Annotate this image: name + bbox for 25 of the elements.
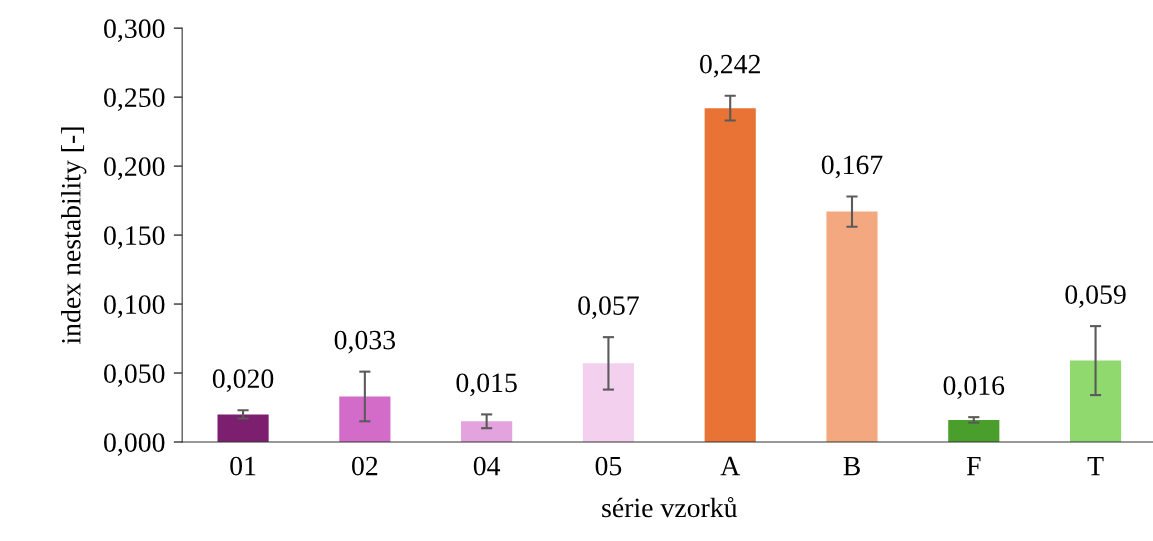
x-tick-label: 04 xyxy=(473,456,501,476)
y-tick-label: 0,300 xyxy=(104,19,165,43)
data-label: 0,033 xyxy=(334,330,396,354)
x-axis-title: série vzorků xyxy=(602,496,738,518)
data-label: 0,057 xyxy=(578,296,639,319)
x-tick-label: 02 xyxy=(352,456,378,476)
y-tick-label: 0,100 xyxy=(104,295,165,318)
data-label: 0,016 xyxy=(943,376,1005,399)
data-label: 0,059 xyxy=(1065,285,1126,308)
y-tick-label: 0,000 xyxy=(104,433,165,456)
y-tick-label: 0,200 xyxy=(104,157,165,180)
x-tick-label: 05 xyxy=(595,456,622,476)
y-axis-title: index nestability [-] xyxy=(61,127,87,345)
x-tick-label: F xyxy=(966,456,981,476)
y-tick-label: 0,150 xyxy=(104,226,165,249)
data-label: 0,167 xyxy=(821,155,883,179)
data-label: 0,242 xyxy=(700,54,760,78)
x-tick-label: T xyxy=(1087,456,1104,476)
x-tick-label: 01 xyxy=(230,456,256,476)
data-label: 0,015 xyxy=(456,373,517,397)
x-tick-label: B xyxy=(843,456,860,476)
data-label: 0,020 xyxy=(212,369,274,393)
x-tick-label: A xyxy=(720,456,741,476)
y-tick-label: 0,050 xyxy=(104,364,165,387)
y-tick-label: 0,250 xyxy=(104,88,165,112)
